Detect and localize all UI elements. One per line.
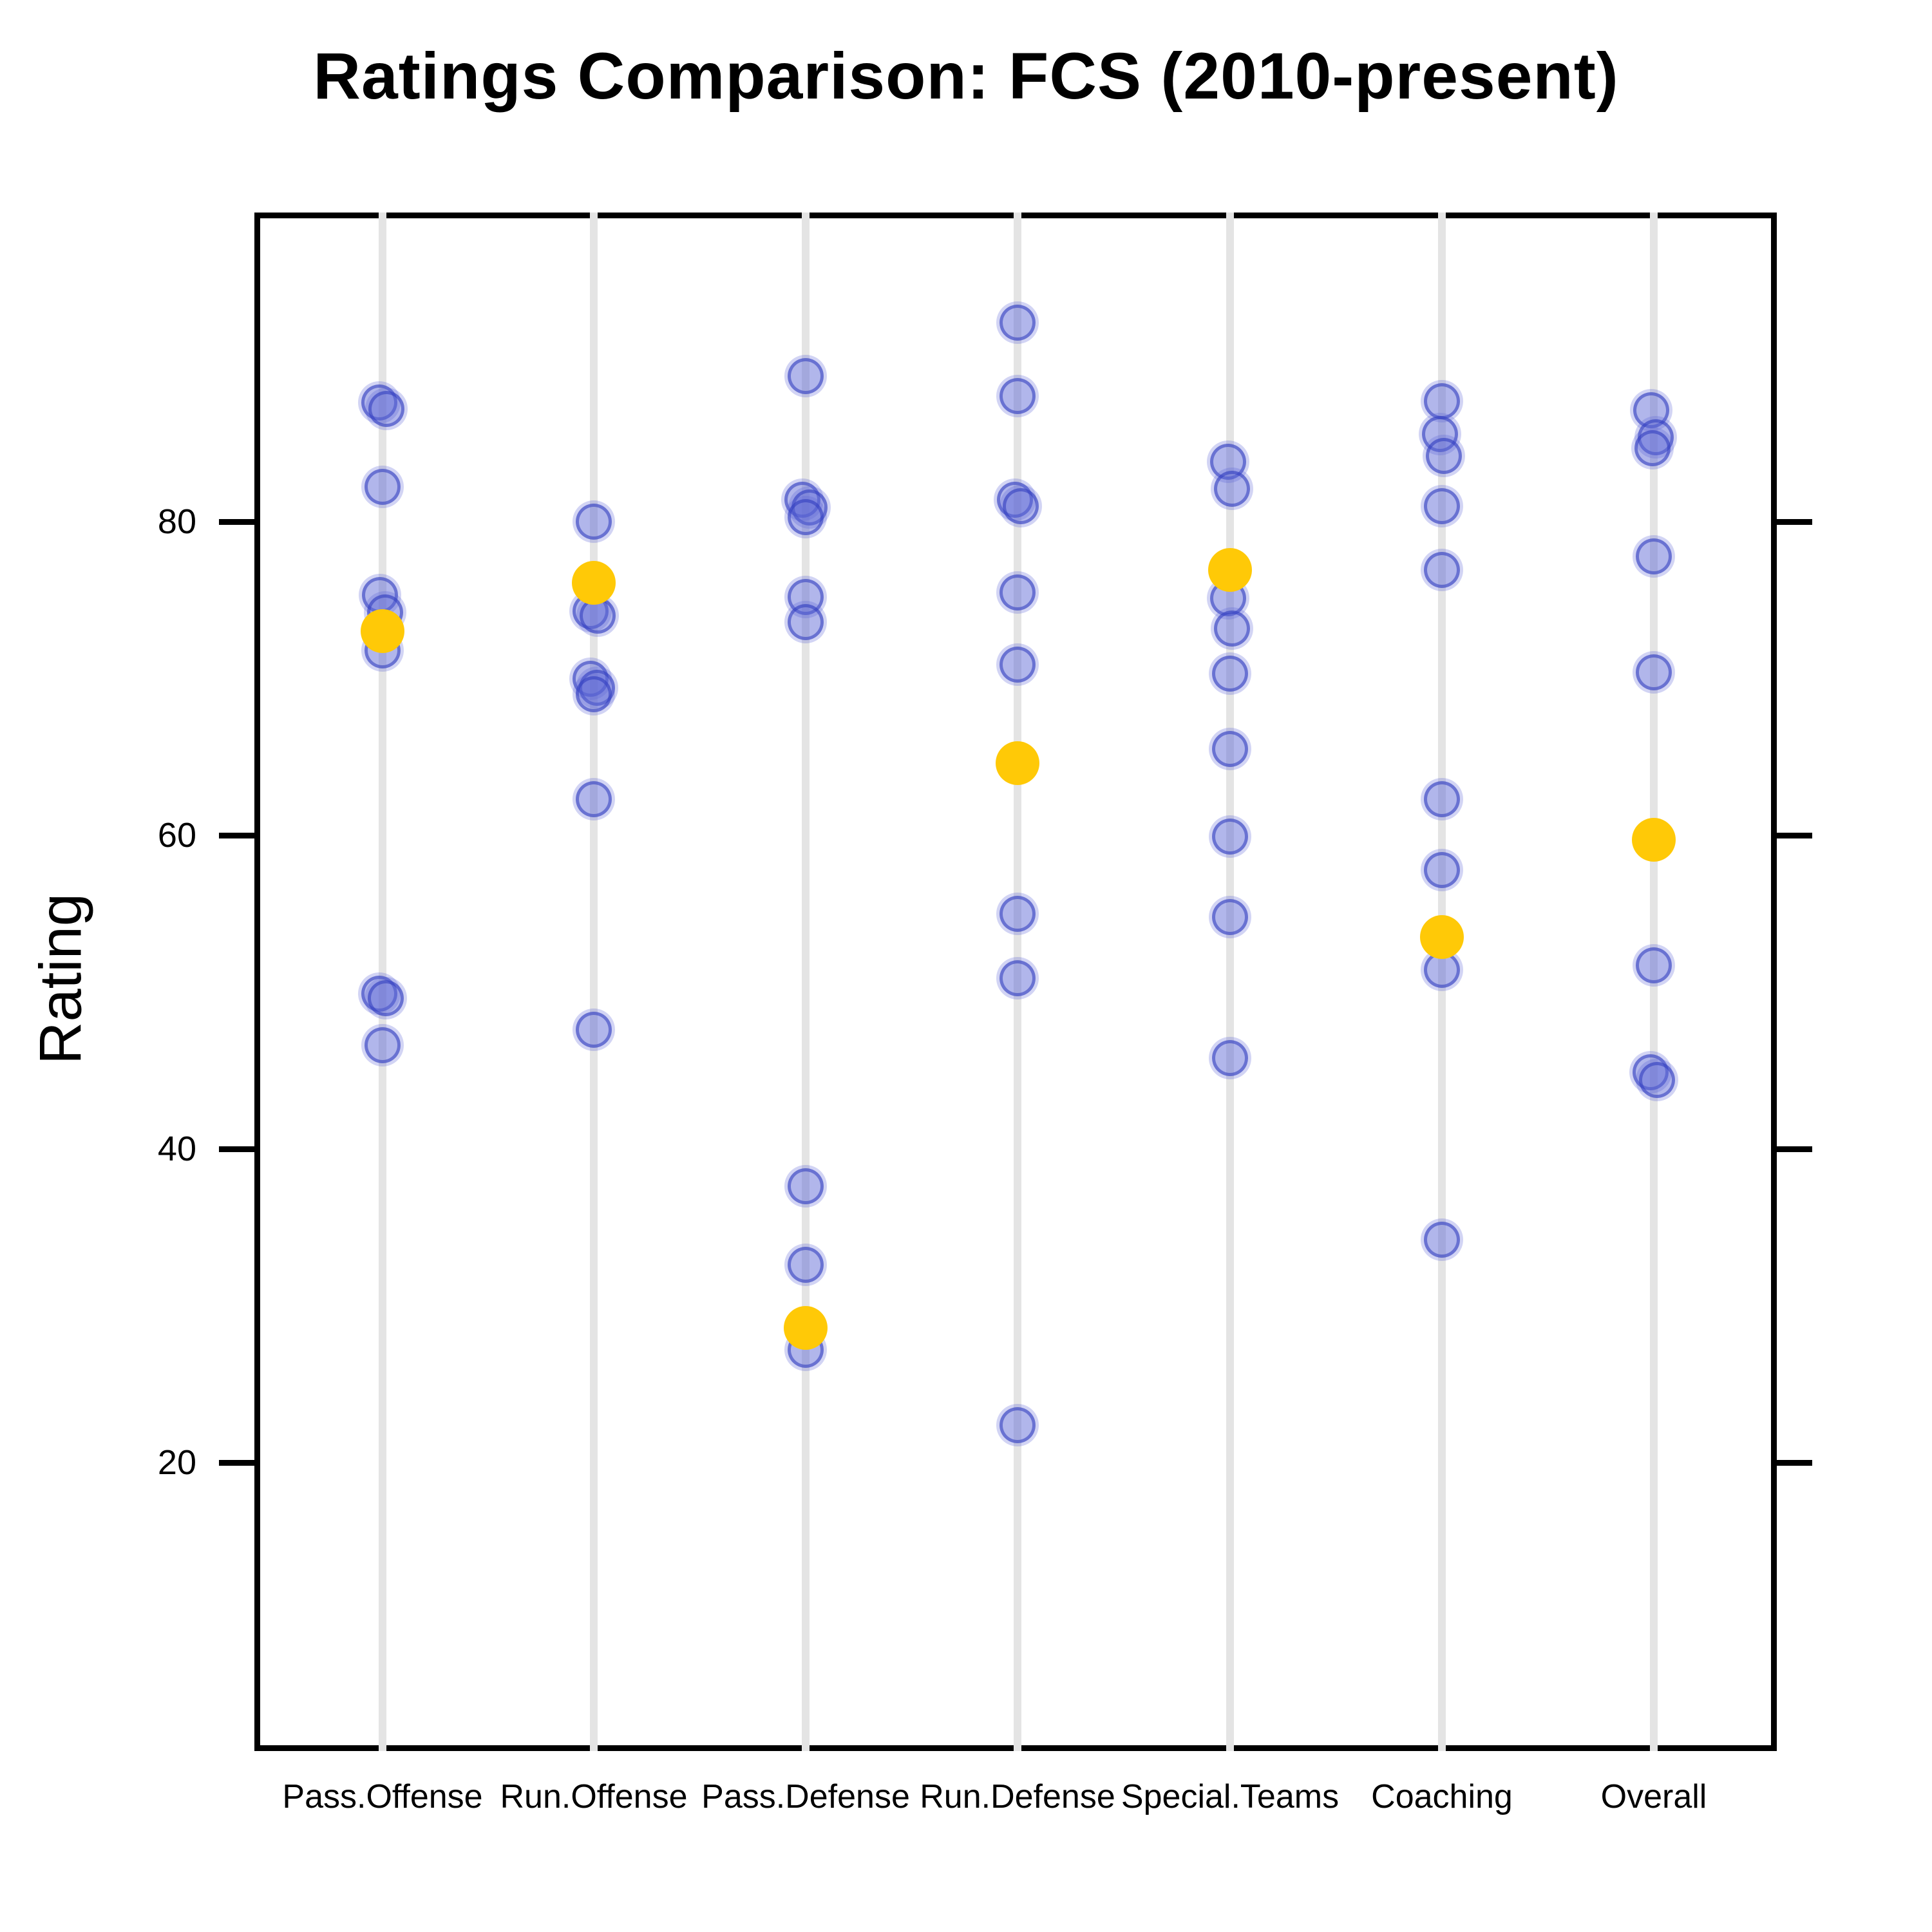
median-point — [1208, 548, 1252, 592]
data-point — [1212, 731, 1248, 768]
category-gridline — [1226, 213, 1234, 1751]
data-point — [1634, 430, 1671, 466]
y-axis-tick-left — [219, 1146, 254, 1152]
y-axis-tick-left — [219, 832, 254, 838]
median-point — [996, 741, 1039, 785]
data-point — [576, 676, 612, 712]
median-point — [361, 609, 404, 654]
data-point — [999, 960, 1036, 996]
data-point — [999, 574, 1036, 611]
category-gridline — [590, 213, 598, 1751]
data-point — [368, 980, 404, 1017]
data-point — [999, 1406, 1036, 1443]
y-axis-tick-left — [219, 518, 254, 525]
data-point — [1214, 470, 1250, 507]
y-axis-tick-right — [1777, 1459, 1812, 1466]
data-point — [788, 357, 824, 394]
data-point — [1212, 898, 1248, 935]
data-point — [576, 781, 612, 817]
data-point — [368, 390, 404, 427]
category-gridline — [802, 213, 810, 1751]
y-axis-tick-right — [1777, 832, 1812, 838]
data-point — [999, 895, 1036, 932]
x-tick-label: Run.Defense — [920, 1778, 1115, 1815]
data-point — [788, 603, 824, 640]
data-point — [1212, 656, 1248, 692]
y-tick-label: 80 — [157, 502, 196, 541]
y-axis-label: Rating — [28, 893, 94, 1065]
data-point — [999, 646, 1036, 683]
median-point — [784, 1305, 828, 1350]
data-point — [1424, 552, 1460, 589]
data-point — [788, 1247, 824, 1283]
data-point — [1424, 1222, 1460, 1258]
data-point — [788, 498, 824, 535]
data-point — [1633, 392, 1669, 429]
x-tick-label: Run.Offense — [500, 1778, 688, 1815]
y-tick-label: 40 — [157, 1130, 196, 1168]
x-tick-label: Special.Teams — [1121, 1778, 1340, 1815]
data-point — [999, 378, 1036, 415]
data-point — [1426, 437, 1462, 474]
x-tick-label: Overall — [1600, 1778, 1707, 1815]
data-point — [1639, 1061, 1675, 1098]
data-point — [365, 1027, 401, 1064]
data-point — [1212, 1039, 1248, 1076]
median-point — [572, 560, 616, 605]
data-point — [1636, 538, 1672, 574]
data-point — [1424, 851, 1460, 888]
y-axis-tick-left — [219, 1459, 254, 1466]
data-point — [1636, 654, 1672, 690]
data-point — [1214, 610, 1250, 647]
data-point — [1424, 781, 1460, 817]
x-tick-label: Pass.Offense — [282, 1778, 483, 1815]
x-tick-label: Pass.Defense — [701, 1778, 910, 1815]
y-axis-tick-right — [1777, 518, 1812, 525]
y-axis-tick-right — [1777, 1146, 1812, 1152]
data-point — [576, 504, 612, 540]
data-point — [788, 1168, 824, 1205]
data-point — [1424, 488, 1460, 524]
y-tick-label: 20 — [157, 1443, 196, 1482]
chart-title: Ratings Comparison: FCS (2010-present) — [313, 39, 1619, 113]
data-point — [999, 304, 1036, 341]
median-point — [1420, 915, 1464, 960]
data-point — [576, 1011, 612, 1048]
data-point — [365, 469, 401, 506]
data-point — [1424, 383, 1460, 419]
data-point — [1636, 947, 1672, 984]
median-point — [1632, 818, 1676, 862]
y-tick-label: 60 — [157, 816, 196, 855]
x-tick-label: Coaching — [1371, 1778, 1513, 1815]
data-point — [1003, 488, 1039, 524]
data-point — [1212, 819, 1248, 855]
